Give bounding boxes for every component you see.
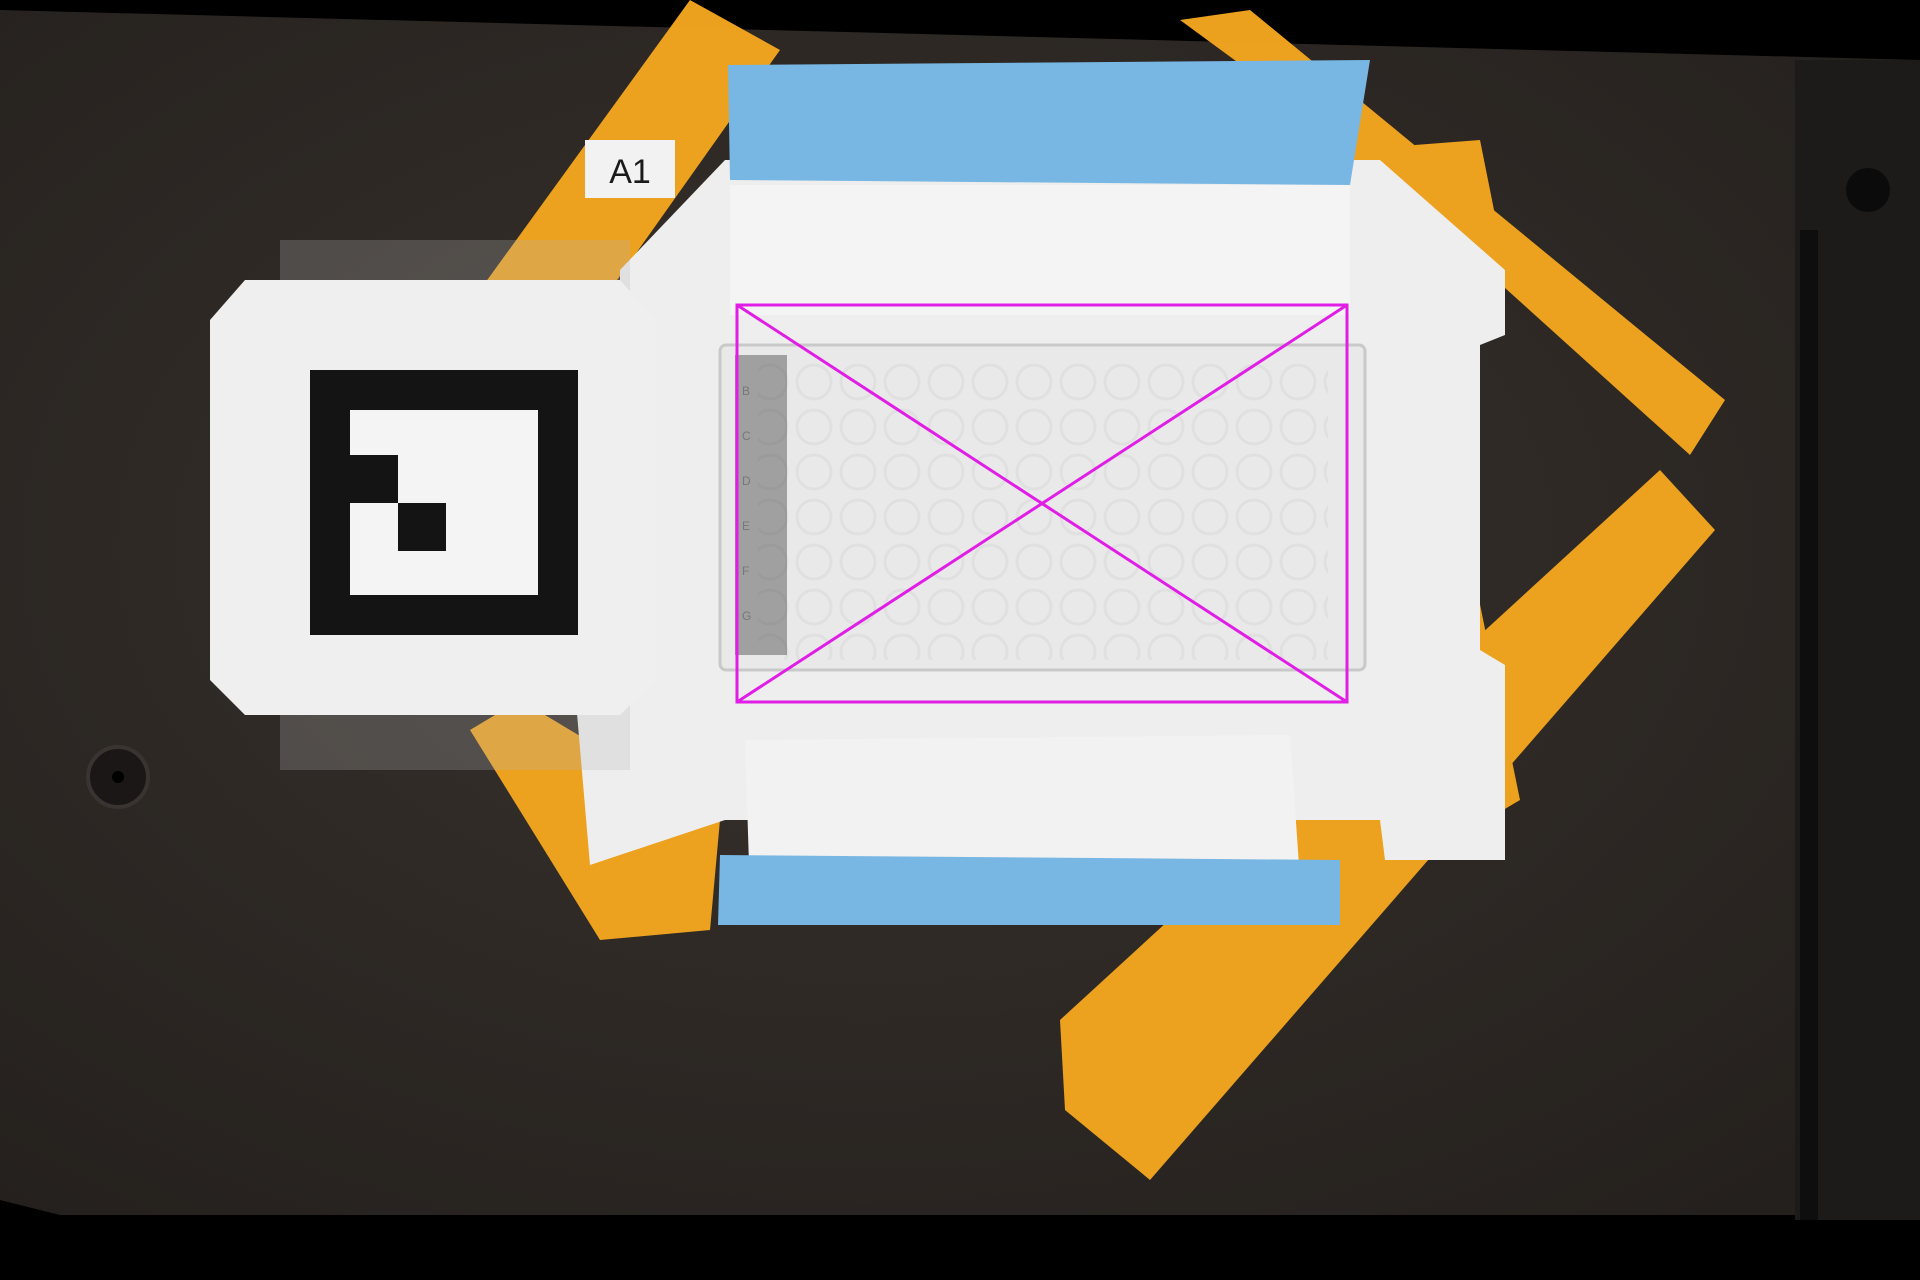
blue-tape-top — [728, 60, 1370, 185]
well-row-letters: B C D E F G — [742, 384, 751, 623]
fiducial-bit — [350, 455, 398, 503]
black-border-top — [0, 0, 1920, 60]
detection-diagonal — [736, 303, 1348, 704]
detection-overlay — [735, 303, 1349, 704]
row-letter: D — [742, 474, 751, 488]
a1-label-card — [585, 140, 675, 198]
detection-box — [735, 303, 1349, 704]
row-letter: B — [742, 384, 750, 398]
holder-flap-bottom — [745, 735, 1300, 895]
rail-screw — [1846, 168, 1890, 212]
a1-label: A1 — [609, 153, 651, 191]
row-letter: C — [742, 429, 751, 443]
well-grid — [758, 360, 1328, 660]
blue-tape-bottom — [718, 855, 1340, 925]
row-letter: E — [742, 519, 750, 533]
surface-screw-hole — [112, 771, 124, 783]
row-letter: F — [742, 564, 749, 578]
plate-shadow-left — [735, 355, 787, 655]
fiducial-bit — [398, 503, 446, 551]
holder-flap-top — [730, 185, 1350, 315]
row-letter: G — [742, 609, 751, 623]
rail-edge — [1800, 230, 1818, 1220]
